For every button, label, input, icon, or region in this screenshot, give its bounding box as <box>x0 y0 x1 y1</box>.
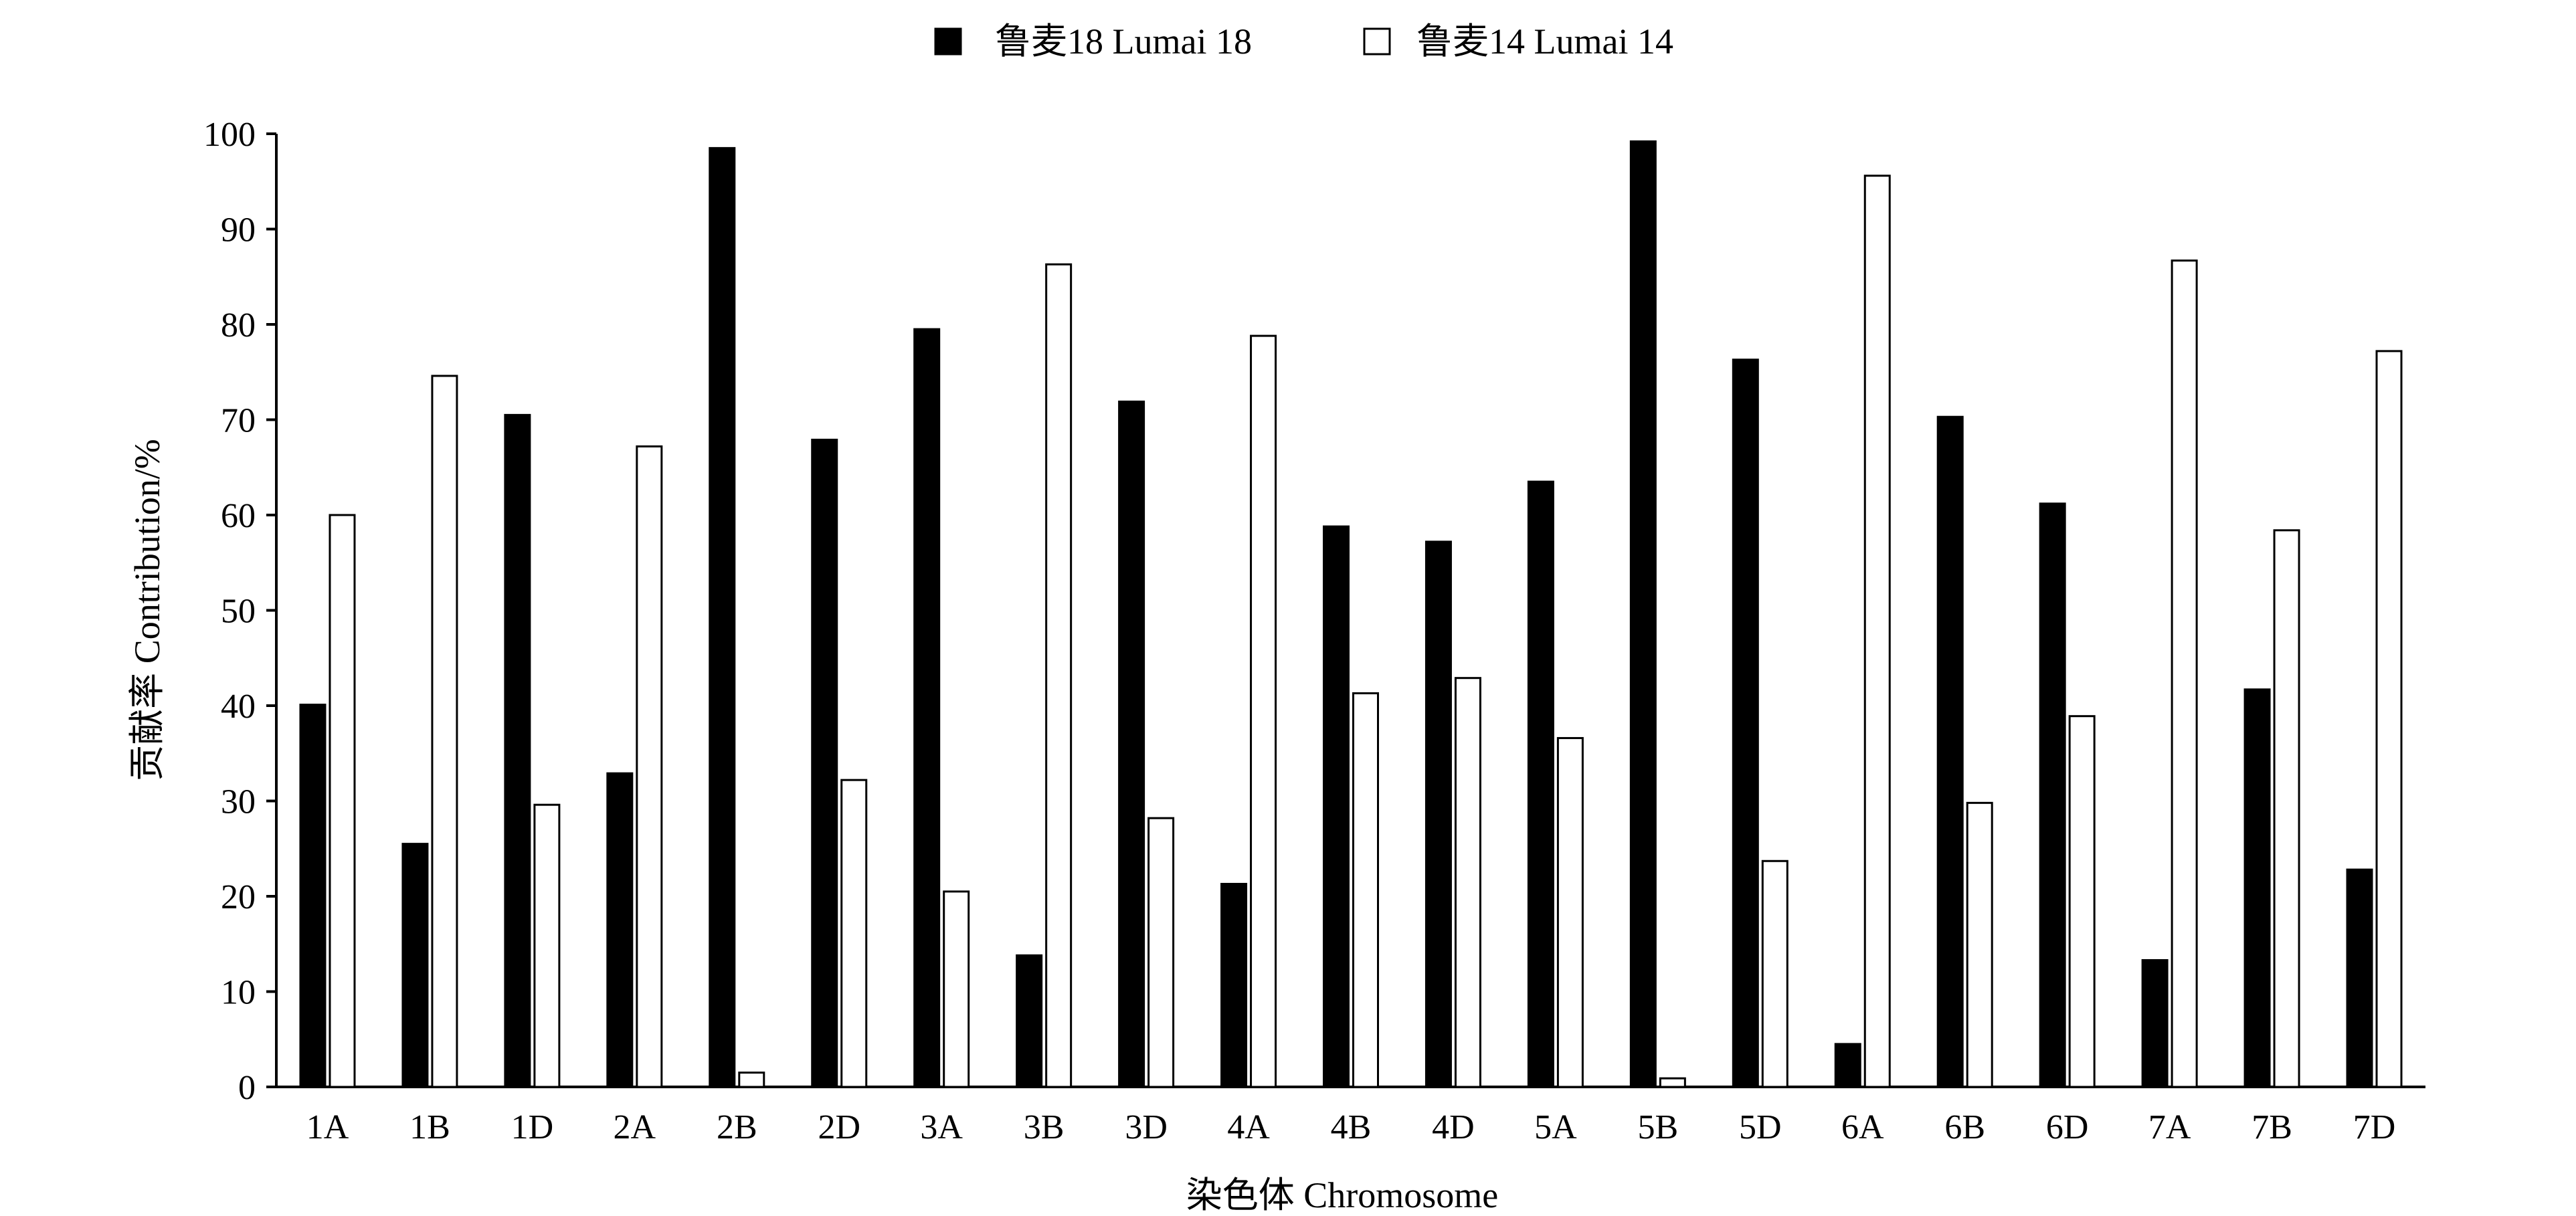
x-tick-label-4a: 4A <box>1227 1108 1270 1146</box>
bars-group <box>299 140 2403 1088</box>
x-tick-label-4b: 4B <box>1331 1108 1372 1146</box>
bar-lumai18-5a <box>1527 480 1554 1088</box>
x-tick-label-1a: 1A <box>306 1108 349 1146</box>
legend-label-lumai14: 鲁麦14 Lumai 14 <box>1416 21 1673 62</box>
y-axis-title: 贡献率 Contribution/% <box>127 439 167 781</box>
x-tick-label-2d: 2D <box>818 1108 860 1146</box>
legend: 鲁麦18 Lumai 18 鲁麦14 Lumai 14 <box>934 21 1673 62</box>
bar-lumai18-1d <box>504 413 531 1088</box>
x-tick-label-3b: 3B <box>1024 1108 1065 1146</box>
bar-lumai14-3b <box>1045 263 1073 1088</box>
x-tick-label-6a: 6A <box>1841 1108 1884 1146</box>
bar-lumai14-2d <box>840 779 868 1088</box>
bar-lumai14-1d <box>533 803 561 1088</box>
bar-lumai14-5a <box>1556 736 1584 1088</box>
x-tick-label-1b: 1B <box>409 1108 450 1146</box>
x-tick-label-7b: 7B <box>2251 1108 2292 1146</box>
bar-lumai18-2b <box>709 146 736 1088</box>
y-tick-label: 100 <box>203 116 256 154</box>
y-axis-ticks: 0 10 20 30 40 50 60 70 80 90 100 <box>203 116 276 1107</box>
bar-lumai14-3d <box>1147 817 1175 1088</box>
y-tick-label: 70 <box>221 402 256 440</box>
bar-lumai18-5b <box>1629 140 1657 1088</box>
legend-swatch-lumai14 <box>1363 27 1391 56</box>
bar-lumai18-7a <box>2141 958 2169 1088</box>
y-tick-label: 10 <box>221 974 256 1012</box>
bar-lumai18-4b <box>1323 525 1350 1088</box>
bar-lumai14-2a <box>636 445 663 1088</box>
x-tick-label-3a: 3A <box>920 1108 963 1146</box>
bar-lumai18-2a <box>606 772 634 1088</box>
x-axis-title: 染色体 Chromosome <box>1186 1175 1499 1215</box>
bar-lumai18-4a <box>1220 882 1248 1088</box>
bar-lumai14-4b <box>1352 692 1379 1088</box>
bar-lumai14-6a <box>1863 175 1891 1088</box>
bar-lumai14-5b <box>1659 1077 1686 1088</box>
bar-lumai14-6d <box>2068 715 2096 1088</box>
bar-lumai18-2d <box>811 438 838 1088</box>
y-tick-label: 60 <box>221 497 256 535</box>
bar-lumai14-2b <box>738 1072 765 1088</box>
bar-lumai14-4d <box>1454 677 1481 1088</box>
x-tick-label-2b: 2B <box>717 1108 757 1146</box>
bar-lumai18-7d <box>2346 868 2373 1088</box>
bar-lumai18-1a <box>299 704 327 1088</box>
x-tick-label-4d: 4D <box>1432 1108 1475 1146</box>
bar-lumai18-6b <box>1936 415 1964 1088</box>
bar-lumai18-3d <box>1118 400 1145 1088</box>
x-tick-label-7d: 7D <box>2353 1108 2396 1146</box>
x-tick-label-3d: 3D <box>1125 1108 1168 1146</box>
bar-lumai18-6d <box>2039 502 2066 1088</box>
y-tick-label: 80 <box>221 306 256 344</box>
x-tick-label-2a: 2A <box>614 1108 656 1146</box>
y-tick-label: 90 <box>221 211 256 249</box>
y-tick-label: 40 <box>221 688 256 726</box>
bar-lumai14-1a <box>329 514 356 1088</box>
bar-lumai18-1b <box>401 843 429 1088</box>
bar-lumai18-5d <box>1732 359 1759 1088</box>
legend-swatch-lumai18 <box>934 27 962 56</box>
y-tick-label: 50 <box>221 593 256 631</box>
x-tick-label-6b: 6B <box>1944 1108 1985 1146</box>
bar-lumai14-3a <box>943 890 970 1088</box>
bar-lumai18-7b <box>2243 688 2271 1088</box>
y-tick-label: 0 <box>238 1069 256 1107</box>
x-tick-label-5a: 5A <box>1534 1108 1577 1146</box>
x-tick-label-5d: 5D <box>1739 1108 1782 1146</box>
y-tick-label: 20 <box>221 878 256 916</box>
bar-lumai18-4d <box>1424 540 1452 1088</box>
bar-lumai14-6b <box>1966 801 1993 1088</box>
legend-label-lumai18: 鲁麦18 Lumai 18 <box>995 21 1252 62</box>
bar-lumai18-3b <box>1016 954 1043 1088</box>
bar-lumai18-3a <box>913 328 941 1088</box>
bar-lumai18-6a <box>1834 1043 1861 1088</box>
bar-lumai14-1b <box>431 375 458 1088</box>
y-tick-label: 30 <box>221 783 256 821</box>
x-tick-label-6d: 6D <box>2046 1108 2089 1146</box>
bar-lumai14-7d <box>2375 350 2403 1088</box>
bar-lumai14-7b <box>2273 529 2300 1088</box>
x-tick-label-7a: 7A <box>2148 1108 2191 1146</box>
x-axis-ticks: 1A 1B 1D 2A 2B 2D 3A 3B 3D 4A 4B 4D 5A 5B 5D 6A 6B 6D 7A 7B… <box>306 1108 2396 1146</box>
bar-lumai14-7a <box>2171 260 2198 1088</box>
bar-lumai14-5d <box>1761 859 1788 1088</box>
x-tick-label-1d: 1D <box>511 1108 554 1146</box>
bar-lumai14-4a <box>1250 334 1277 1088</box>
x-tick-label-5b: 5B <box>1638 1108 1679 1146</box>
